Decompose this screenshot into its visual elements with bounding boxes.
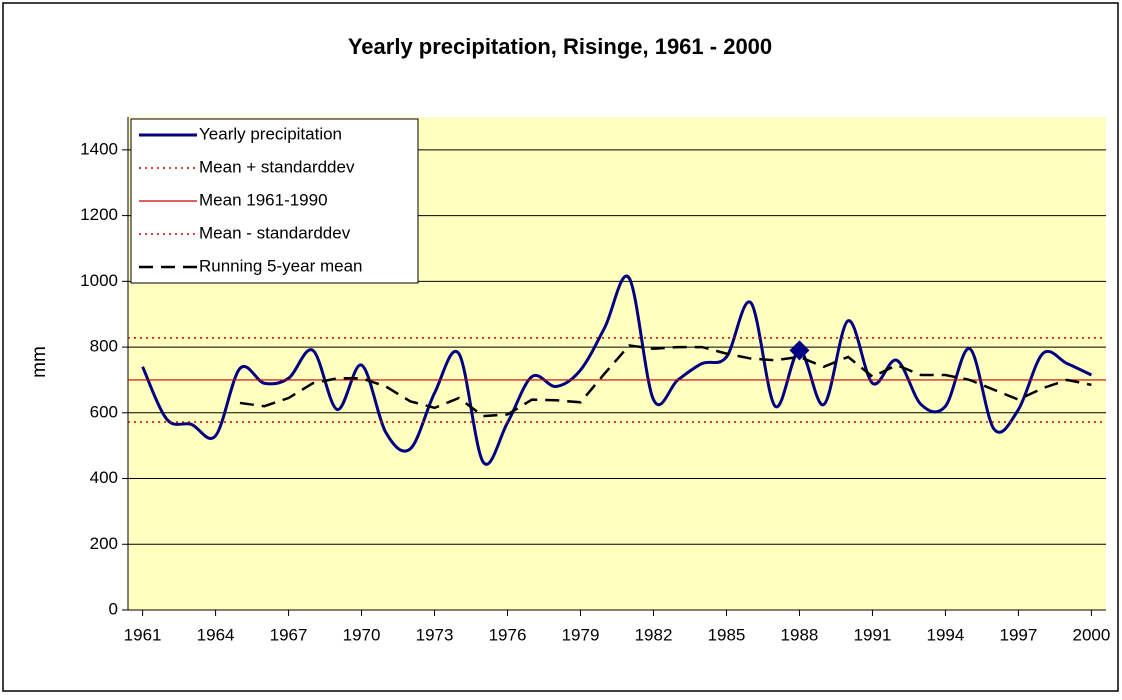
y-axis-label: mm [29, 346, 50, 378]
x-tick-label: 1997 [1000, 625, 1038, 644]
y-tick-label: 600 [90, 402, 118, 421]
x-tick-label: 2000 [1072, 625, 1110, 644]
x-tick-label: 1967 [270, 625, 308, 644]
x-tick-label: 1994 [927, 625, 965, 644]
x-tick-label: 1964 [197, 625, 235, 644]
highlight-marker [789, 340, 810, 361]
y-tick-label: 400 [90, 468, 118, 487]
legend-label: Mean - standarddev [199, 223, 351, 242]
x-tick-label: 1961 [124, 625, 162, 644]
legend-label: Mean + standarddev [199, 157, 355, 176]
legend-label: Running 5-year mean [199, 256, 362, 275]
x-tick-label: 1979 [562, 625, 600, 644]
y-tick-label: 1400 [80, 139, 118, 158]
x-tick-label: 1988 [781, 625, 819, 644]
x-tick-label: 1970 [343, 625, 381, 644]
x-tick-label: 1976 [489, 625, 527, 644]
x-tick-label: 1973 [416, 625, 454, 644]
legend-label: Yearly precipitation [199, 124, 342, 143]
legend-label: Mean 1961-1990 [199, 190, 328, 209]
series-line [141, 274, 1093, 466]
series-line [239, 344, 1092, 418]
y-tick-label: 0 [109, 599, 118, 618]
x-tick-label: 1991 [854, 625, 892, 644]
y-tick-label: 200 [90, 534, 118, 553]
x-tick-label: 1985 [708, 625, 746, 644]
chart-title: Yearly precipitation, Risinge, 1961 - 20… [348, 34, 772, 59]
x-tick-label: 1982 [635, 625, 673, 644]
y-tick-label: 1000 [80, 271, 118, 290]
y-tick-label: 800 [90, 337, 118, 356]
y-tick-label: 1200 [80, 205, 118, 224]
